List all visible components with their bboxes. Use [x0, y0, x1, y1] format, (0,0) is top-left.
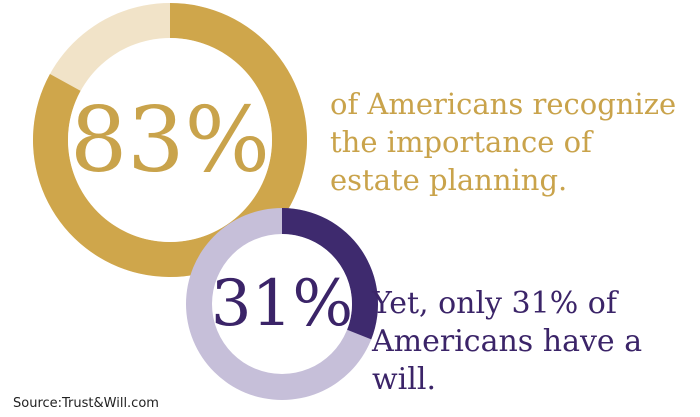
donut-31-hole [212, 234, 352, 374]
donut-83-percent-label: 83% [70, 88, 270, 193]
source-credit: Source:Trust&Will.com [13, 396, 159, 411]
donut-31-value-arc [282, 208, 379, 340]
statement-83-line-3: estate planning. [330, 163, 568, 197]
donut-chart-31: 31% [186, 208, 379, 400]
statement-31-line-2: Americans have a will. [372, 324, 643, 397]
statement-83-line-1: of Americans recognize [330, 87, 677, 121]
donut-83-hole [68, 38, 272, 242]
statement-31-line-1: Yet, only 31% of [372, 286, 617, 321]
statement-83-line-2: the importance of [330, 125, 592, 159]
donut-31-percent-label: 31% [211, 267, 353, 341]
will-statement: Yet, only 31% of Americans have a will. [372, 285, 697, 399]
estate-planning-statement: of Americans recognize the importance of… [330, 85, 690, 199]
donut-chart-83: 83% [32, 3, 308, 277]
